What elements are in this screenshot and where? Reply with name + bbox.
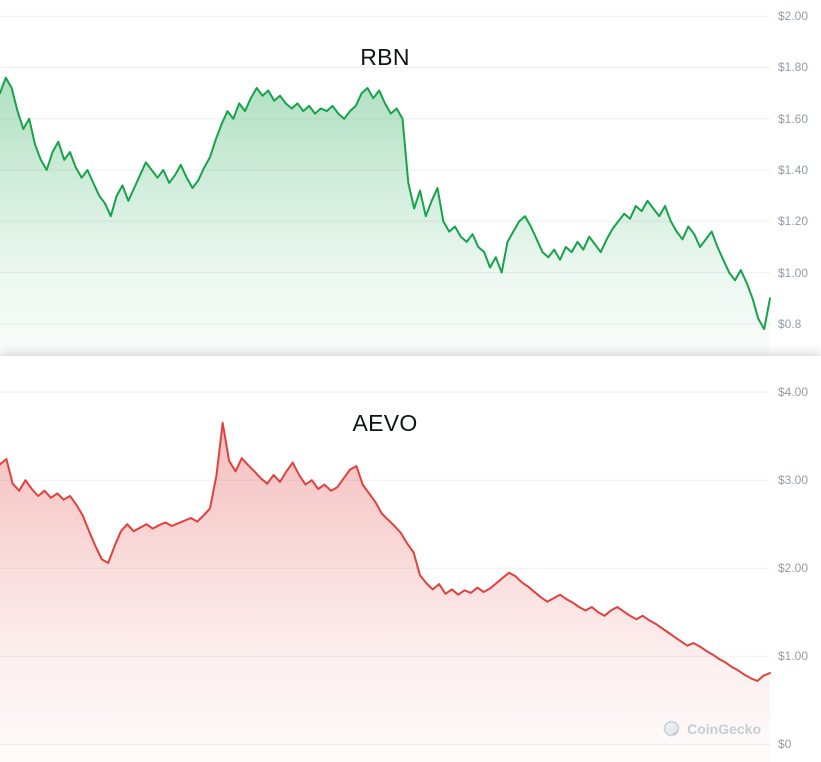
price-line — [0, 76, 771, 331]
y-axis-tick-label: $2.00 — [778, 9, 809, 24]
y-axis-tick-label: $1.00 — [778, 649, 809, 664]
coingecko-watermark: CoinGecko — [662, 719, 761, 738]
price-line — [0, 421, 771, 682]
y-axis-tick-label: $1.40 — [778, 163, 809, 178]
aevo-chart-panel: AEVO $4.00 $3.00 $2.00 $1.00 $0 CoinGecko — [0, 356, 821, 762]
y-axis-tick-label: $4.00 — [778, 385, 809, 400]
rbn-chart-title: RBN — [360, 44, 410, 70]
aevo-price-chart: $4.00 $3.00 $2.00 $1.00 $0 — [0, 356, 821, 762]
y-axis-tick-label: $0.8 — [778, 316, 802, 331]
area-fill — [0, 77, 770, 356]
aevo-chart-title: AEVO — [352, 410, 418, 436]
y-axis-tick-label: $1.20 — [778, 214, 809, 229]
y-axis-tick-label: $1.60 — [778, 111, 809, 126]
y-axis-tick-label: $3.00 — [778, 473, 809, 488]
y-axis-tick-label: $1.80 — [778, 60, 809, 75]
price-area-chart-svg — [0, 391, 771, 762]
rbn-chart-panel: RBN $2.00 $1.80 $1.60 $1.40 $1.20 $1.00 $0.8 — [0, 0, 821, 356]
area-fill — [0, 422, 770, 762]
y-axis-tick-label: $0 — [778, 737, 792, 752]
price-area-chart-svg — [0, 15, 771, 356]
rbn-price-chart: $2.00 $1.80 $1.60 $1.40 $1.20 $1.00 $0.8 — [0, 0, 821, 356]
coingecko-logo-icon — [663, 720, 680, 737]
coingecko-watermark-label: CoinGecko — [687, 720, 761, 737]
y-axis-tick-label: $1.00 — [778, 265, 809, 280]
y-axis-tick-label: $2.00 — [778, 561, 809, 576]
